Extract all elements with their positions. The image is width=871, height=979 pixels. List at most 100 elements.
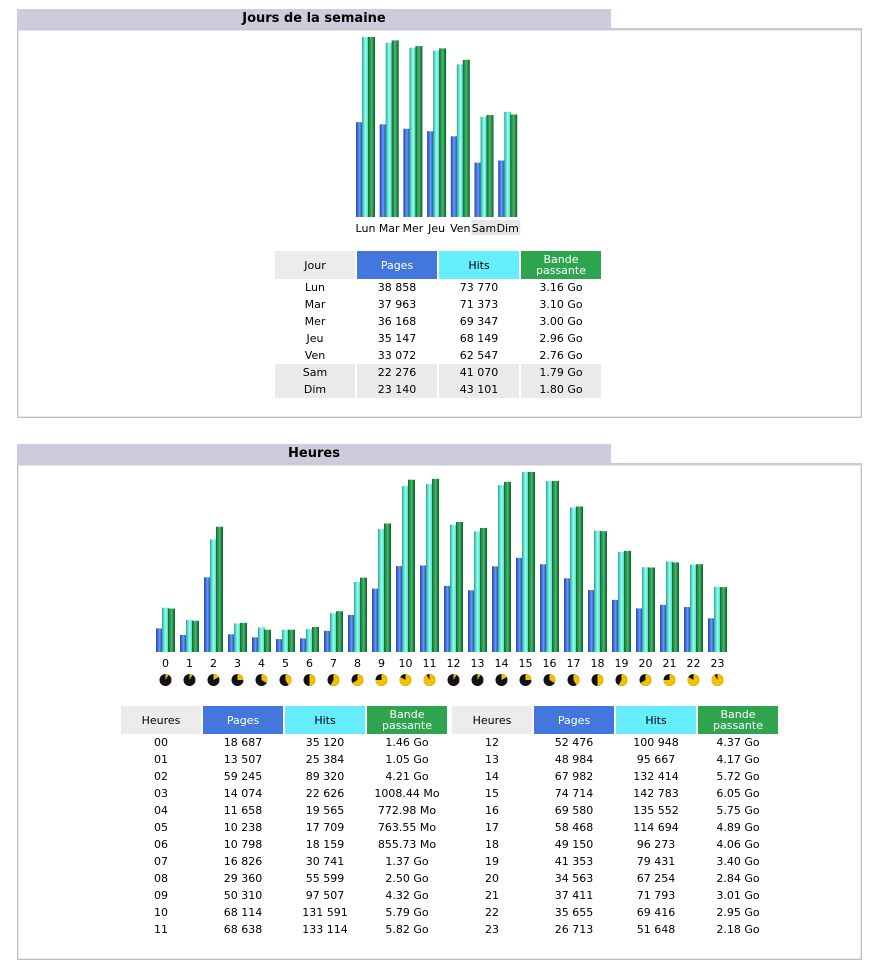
bar-pages-5 [276,639,283,652]
bar-bande-passante-Ven [462,59,470,217]
cell-hits: 69 416 [636,906,676,919]
cell-bw: 1.80 Go [521,381,601,398]
cell-bw: 2.84 Go [716,872,760,885]
bar-bande-passante-16 [552,480,559,652]
bar-pages-23 [708,618,715,652]
bar-bande-passante-21 [672,562,679,652]
bar-pages-6 [300,638,307,652]
cell-pages: 11 658 [223,804,263,817]
clock-face [213,674,219,680]
clock-face [597,674,604,686]
axis-label: 13 [471,657,485,670]
clock-face [663,674,676,686]
cell-label: Mar [304,298,326,311]
cell-bw: 4.37 Go [716,736,760,749]
cell-bw: 3.00 Go [539,315,583,328]
axis-label: 22 [687,657,701,670]
bar-hits-6 [306,629,313,652]
table-row: 19 41 353 79 431 3.40 Go [452,853,778,870]
cell-pages: 58 468 [554,821,594,834]
cell-bw: 6.05 Go [716,787,760,800]
table-row: 05 10 238 17 709 763.55 Mo [121,819,447,836]
cell-bw: 3.10 Go [539,298,583,311]
clock-face [640,674,652,686]
cell-hits: 55 599 [305,872,345,885]
cell-pages: 74 714 [554,787,594,800]
bar-bande-passante-22 [696,564,703,652]
bar-pages-15 [516,557,523,652]
cell-bw: 4.89 Go [716,821,760,834]
bar-bande-passante-18 [600,531,607,652]
bar-bande-passante-19 [624,550,631,652]
cell-label: 22 [485,906,499,919]
axis-label: 9 [378,657,385,670]
bar-hits-21 [666,561,673,652]
axis-label: 8 [354,657,361,670]
cell-pages: 41 353 [554,855,594,868]
clock-face [618,674,628,686]
bar-hits-10 [402,486,409,652]
bar-bande-passante-13 [480,527,487,652]
axis-label: Sam [472,222,496,235]
table-row: 23 26 713 51 648 2.18 Go [452,921,778,938]
cell-pages: 59 245 [223,770,263,783]
hours-section-title: Heures [17,444,611,463]
cell-label: 20 [485,872,499,885]
bar-hits-19 [618,551,625,652]
cell-bw: 1008.44 Mo [374,787,440,800]
bar-bande-passante-6 [312,627,319,652]
table-row: Ven 33 072 62 547 2.76 Go [275,347,601,364]
cell-label: 05 [154,821,168,834]
days-section-title: Jours de la semaine [17,9,611,28]
bar-hits-2 [210,539,217,652]
table-row: 00 18 687 35 120 1.46 Go [121,734,447,751]
cell-pages: 10 798 [223,838,263,851]
cell-bw: 1.37 Go [385,855,429,868]
bar-pages-2 [204,577,211,652]
cell-hits: 18 159 [305,838,345,851]
bar-bande-passante-7 [336,611,343,652]
cell-label: Mer [304,315,326,328]
cell-label: 18 [485,838,499,851]
table-row: Mer 36 168 69 347 3.00 Go [275,313,601,330]
bar-hits-22 [690,564,697,652]
cell-hits: 135 552 [633,804,679,817]
table-row: 10 68 114 131 591 5.79 Go [121,904,447,921]
bar-bande-passante-Lun [368,37,375,217]
bar-bande-passante-3 [240,622,247,652]
table-row: 15 74 714 142 783 6.05 Go [452,785,778,802]
axis-label: 15 [519,657,533,670]
table-row: 01 13 507 25 384 1.05 Go [121,751,447,768]
clock-face [375,674,388,686]
axis-label: Jeu [427,222,445,235]
axis-label: 18 [591,657,605,670]
cell-pages: 37 963 [377,298,417,311]
bar-pages-9 [372,588,379,652]
bar-bande-passante-17 [576,506,583,652]
cell-pages: 67 982 [554,770,594,783]
cell-bw: 772.98 Mo [377,804,437,817]
axis-label: 10 [399,657,413,670]
cell-pages: 35 655 [554,906,594,919]
bar-hits-23 [714,586,721,652]
cell-label: Jeu [306,332,324,345]
bar-hits-5 [282,629,289,652]
bar-pages-1 [180,634,187,652]
bar-hits-Ven [456,64,464,217]
bar-hits-Dim [504,111,512,217]
cell-pages: 26 713 [554,923,594,936]
table-row: Sam 22 276 41 070 1.79 Go [275,364,601,381]
table-row: 13 48 984 95 667 4.17 Go [452,751,778,768]
table-row: 12 52 476 100 948 4.37 Go [452,734,778,751]
cell-bw: 2.96 Go [539,332,583,345]
table-row: Dim 23 140 43 101 1.80 Go [275,381,601,398]
table-row: Lun 38 858 73 770 3.16 Go [275,279,601,296]
cell-hits: 71 373 [459,298,499,311]
cell-label: 23 [485,923,499,936]
bar-pages-4 [252,637,259,652]
bar-hits-Mer [409,47,417,217]
cell-pages: 23 140 [357,381,437,398]
cell-bw: 1.79 Go [521,364,601,381]
cell-bw: 2.18 Go [716,923,760,936]
bar-hits-15 [522,472,529,652]
